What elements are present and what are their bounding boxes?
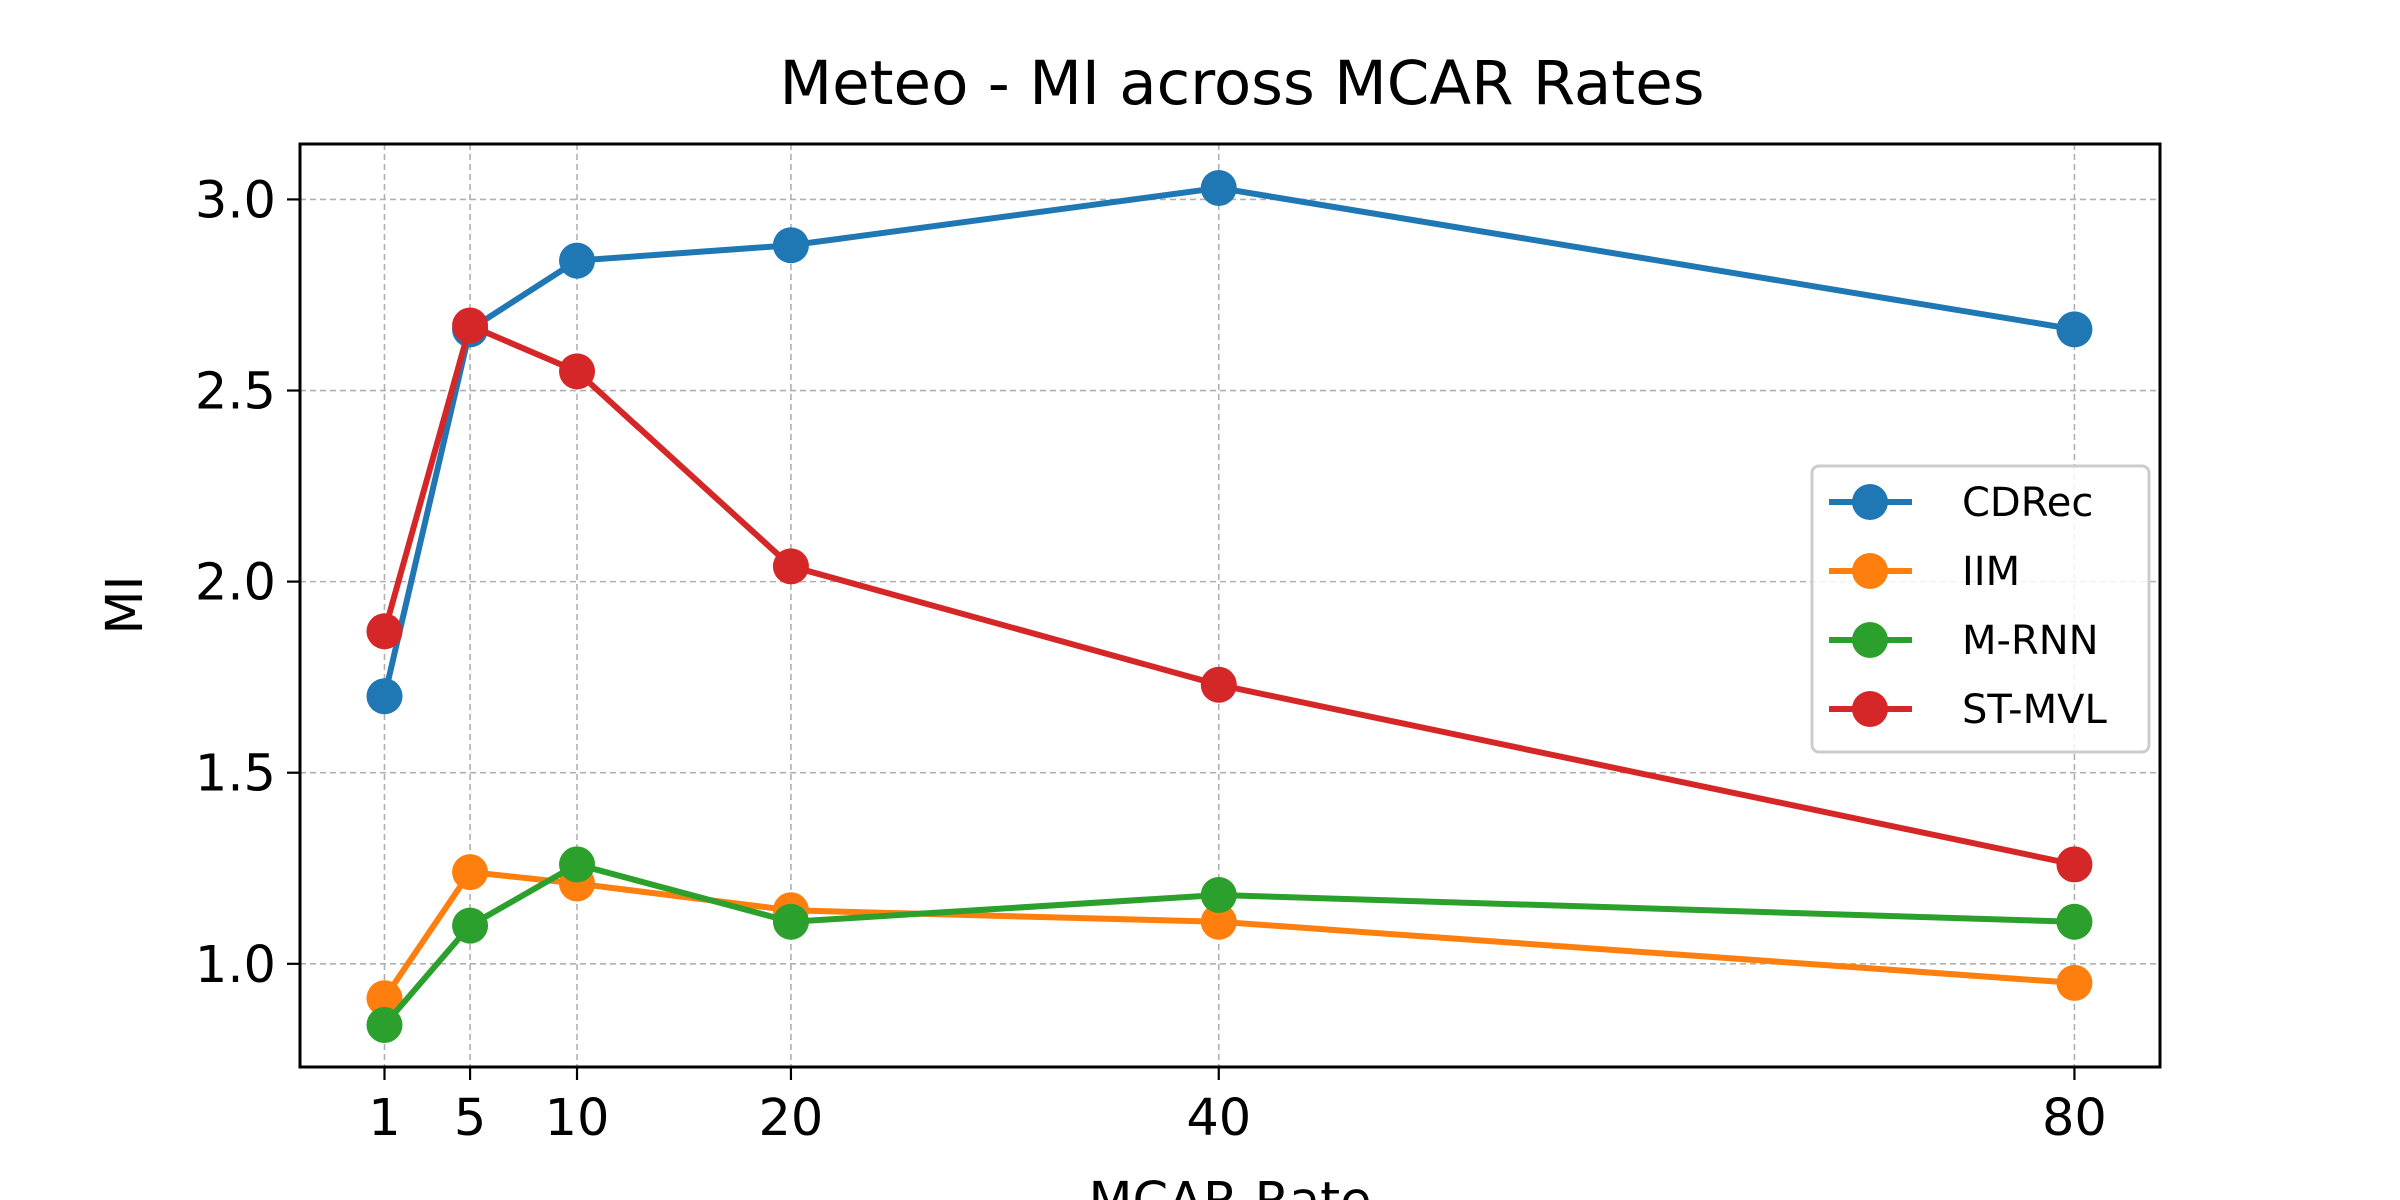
legend-marker-iim: [1852, 553, 1888, 589]
cdrec-point: [772, 227, 809, 264]
x-axis-label: MCAR Rate: [1088, 1172, 1371, 1200]
st-mvl-point: [2056, 846, 2093, 883]
x-tick-label: 80: [2042, 1089, 2107, 1148]
legend-label-m-rnn: M-RNN: [1962, 618, 2099, 664]
m-rnn-point: [2056, 903, 2093, 940]
y-tick-label: 1.0: [195, 936, 276, 995]
iim-point: [2056, 964, 2093, 1001]
legend-label-iim: IIM: [1962, 549, 2020, 595]
x-tick-label: 1: [368, 1089, 400, 1148]
st-mvl-point: [366, 613, 403, 650]
legend-label-cdrec: CDRec: [1962, 480, 2093, 526]
y-tick-label: 1.5: [195, 745, 276, 804]
legend-box: [1810, 464, 2151, 754]
iim-point: [452, 854, 489, 891]
series-m-rnn: [366, 846, 2093, 1043]
cdrec-point: [366, 678, 403, 715]
legend: CDRec IIM M-RNN ST-MVL: [1810, 464, 2151, 754]
y-axis: 1.0 1.5 2.0 2.5 3.0: [195, 171, 300, 995]
st-mvl-point: [772, 548, 809, 585]
x-axis: 1 5 10 20 40 80: [368, 1067, 2107, 1148]
y-tick-label: 2.0: [195, 554, 276, 613]
cdrec-point: [2056, 311, 2093, 348]
cdrec-point: [1200, 169, 1237, 206]
m-rnn-point: [366, 1006, 403, 1043]
y-tick-label: 3.0: [195, 171, 276, 230]
cdrec-point: [559, 242, 596, 279]
legend-marker-st-mvl: [1852, 691, 1888, 727]
m-rnn-point: [452, 907, 489, 944]
legend-item-iim: IIM: [1829, 549, 2020, 595]
m-rnn-point: [559, 846, 596, 883]
m-rnn-line: [382, 861, 2075, 1027]
st-mvl-point: [1200, 666, 1237, 703]
legend-item-st-mvl: ST-MVL: [1829, 687, 2107, 733]
legend-item-m-rnn: M-RNN: [1829, 618, 2099, 664]
iim-line: [382, 869, 2075, 1000]
x-tick-label: 5: [454, 1089, 486, 1148]
cdrec-line: [381, 184, 2075, 697]
m-rnn-point: [1200, 877, 1237, 914]
y-tick-label: 2.5: [195, 363, 276, 422]
st-mvl-point: [559, 353, 596, 390]
x-tick-label: 20: [758, 1089, 823, 1148]
iim-point: [1200, 903, 1237, 940]
st-mvl-point: [452, 307, 489, 344]
st-mvl-line: [381, 322, 2076, 868]
legend-marker-m-rnn: [1852, 622, 1888, 658]
y-axis-label: MI: [96, 575, 155, 634]
m-rnn-point: [772, 903, 809, 940]
series-st-mvl: [366, 307, 2093, 883]
plot-frame: [298, 142, 2162, 1069]
series-layer: [366, 169, 2093, 1043]
chart-title: Meteo - MI across MCAR Rates: [779, 48, 1704, 119]
legend-marker-cdrec: [1852, 484, 1888, 520]
iim-point: [366, 980, 403, 1017]
x-tick-label: 40: [1186, 1089, 1251, 1148]
x-tick-label: 10: [545, 1089, 610, 1148]
legend-label-st-mvl: ST-MVL: [1962, 687, 2107, 733]
legend-item-cdrec: CDRec: [1829, 480, 2093, 526]
